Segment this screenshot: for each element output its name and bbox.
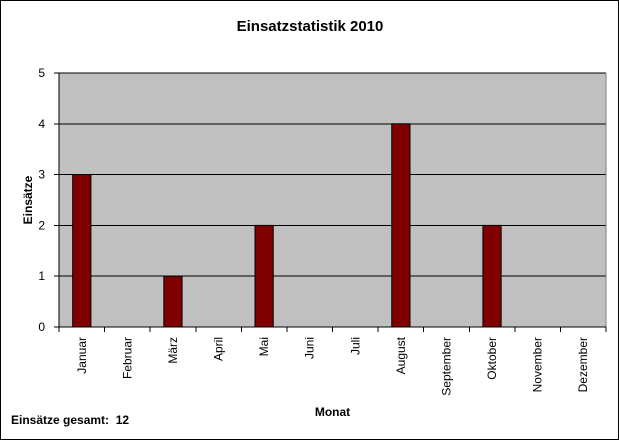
- x-tick-label: Februar: [120, 337, 134, 379]
- x-tick-label: Dezember: [576, 337, 590, 392]
- bar-august: [391, 123, 411, 328]
- x-tick-label: September: [439, 337, 453, 396]
- total-label: Einsätze gesamt:: [11, 413, 110, 427]
- chart-title: Einsatzstatistik 2010: [237, 18, 384, 35]
- x-tick-label: Juli: [348, 337, 362, 355]
- y-tick-label: 1: [38, 269, 45, 283]
- x-tick-label: August: [394, 336, 408, 374]
- plot-area: 0 1 2 3 4 5 Januar Februar März April Mai Juni Juli A…: [38, 66, 607, 396]
- x-tick-label: Mai: [257, 337, 271, 356]
- total-summary: Einsätze gesamt: 12: [11, 413, 129, 427]
- x-tick-label: Januar: [75, 337, 89, 374]
- y-tick-label: 0: [38, 320, 45, 334]
- y-axis-title: Einsätze: [21, 175, 35, 224]
- y-tick-label: 4: [38, 117, 45, 131]
- y-tick-label: 3: [38, 168, 45, 182]
- bar-januar: [72, 174, 92, 328]
- bar-mai: [254, 224, 274, 328]
- x-tick-label: November: [531, 337, 545, 392]
- y-tick-label: 2: [38, 218, 45, 232]
- x-tick-label: Oktober: [485, 337, 499, 380]
- x-tick-label: März: [166, 337, 180, 364]
- y-tick-label: 5: [38, 66, 45, 80]
- bar-märz: [163, 275, 183, 328]
- total-value: 12: [115, 413, 130, 427]
- x-tick-label: April: [212, 337, 226, 361]
- x-axis-title: Monat: [315, 405, 350, 419]
- bar-oktober: [482, 224, 502, 328]
- plot-background: [59, 73, 606, 327]
- x-tick-label: Juni: [303, 337, 317, 359]
